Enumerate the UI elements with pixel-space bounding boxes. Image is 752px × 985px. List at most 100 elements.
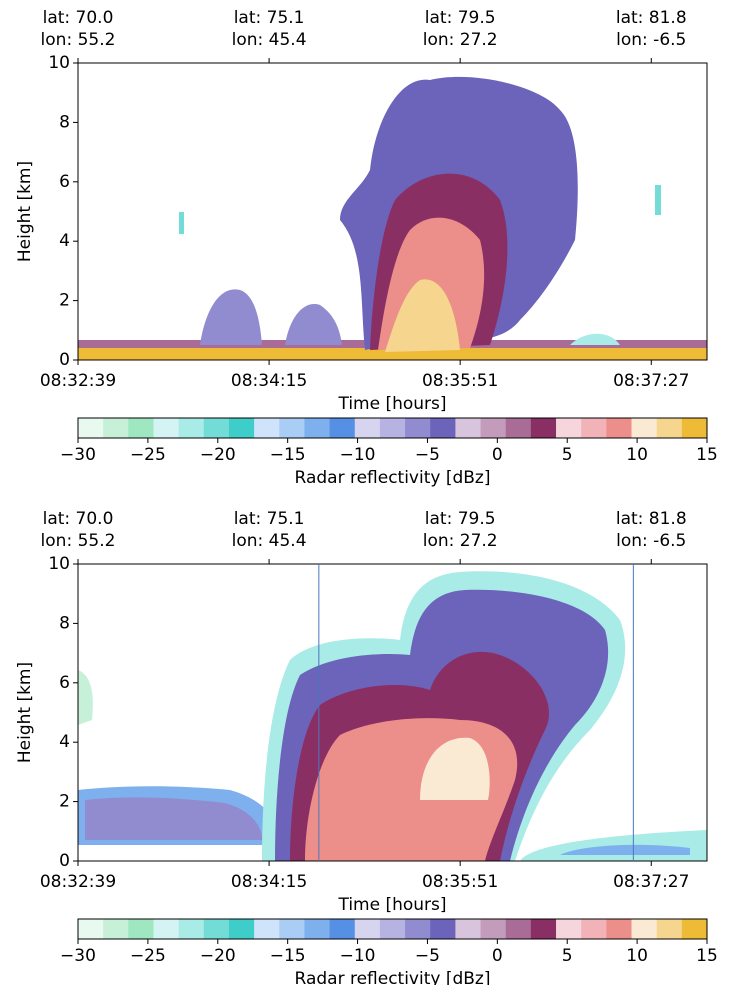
top-tick-lon: lon: 27.2 — [423, 531, 498, 551]
colorbar-tick-label: 5 — [562, 445, 573, 465]
colorbar-tick-label: 5 — [562, 946, 573, 966]
colorbar-segment — [128, 919, 154, 939]
colorbar-segment — [530, 418, 557, 438]
y-axis-label: Height [km] — [15, 662, 35, 763]
colorbar-segment — [178, 919, 205, 939]
colorbar-tick-label: −25 — [130, 946, 166, 966]
colorbar-label: Radar reflectivity [dBz] — [295, 969, 491, 985]
top-tick-lat: lat: 79.5 — [425, 8, 496, 28]
colorbar-tick-label: −5 — [415, 445, 440, 465]
x-tick-label: 08:35:51 — [422, 872, 498, 892]
colorbar-tick-label: −5 — [415, 946, 440, 966]
y-tick-label: 2 — [59, 291, 70, 311]
colorbar-segment — [304, 919, 331, 939]
x-tick-label: 08:35:51 — [422, 371, 498, 391]
colorbar-tick-label: 0 — [492, 445, 503, 465]
colorbar-segment — [254, 418, 280, 438]
plot-frame — [77, 62, 708, 361]
radar-echo — [78, 76, 707, 360]
top-tick-lon: lon: 55.2 — [41, 30, 116, 50]
colorbar-segment — [228, 418, 255, 438]
colorbar-segment — [128, 418, 154, 438]
colorbar-segment — [78, 919, 104, 939]
y-tick-label: 0 — [59, 350, 70, 370]
colorbar-tick-label: −25 — [130, 445, 166, 465]
top-tick-lat: lat: 75.1 — [234, 8, 305, 28]
colorbar-segment — [681, 919, 708, 939]
plot-frame — [77, 563, 708, 862]
colorbar-segment — [379, 418, 406, 438]
colorbar-segment — [581, 418, 607, 438]
colorbar-tick-label: −30 — [60, 445, 96, 465]
top-tick-lat: lat: 70.0 — [43, 8, 114, 28]
colorbar-segment — [455, 418, 482, 438]
colorbar-segment — [631, 418, 658, 438]
colorbar-tick-label: −20 — [200, 445, 236, 465]
top-tick-lat: lat: 70.0 — [43, 509, 114, 529]
colorbar-tick-label: 10 — [626, 445, 648, 465]
colorbar-tick-label: 10 — [626, 946, 648, 966]
colorbar-segment — [480, 919, 507, 939]
top-tick-lon: lon: -6.5 — [616, 30, 686, 50]
colorbar-label: Radar reflectivity [dBz] — [295, 468, 491, 488]
colorbar-segment — [530, 919, 557, 939]
y-tick-label: 4 — [59, 231, 70, 251]
y-tick-label: 8 — [59, 112, 70, 132]
colorbar-frame — [77, 417, 708, 439]
y-axis-label: Height [km] — [15, 161, 35, 262]
colorbar-segment — [103, 919, 129, 939]
y-tick-label: 6 — [59, 172, 70, 192]
colorbar-segment — [505, 418, 532, 438]
radar-echo — [78, 571, 707, 861]
colorbar-segment — [228, 919, 255, 939]
x-tick-label: 08:32:39 — [40, 872, 116, 892]
colorbar-segment — [354, 418, 381, 438]
colorbar-segment — [681, 418, 708, 438]
colorbar-segment — [379, 919, 406, 939]
colorbar-segment — [329, 919, 356, 939]
y-tick-label: 10 — [48, 554, 70, 574]
colorbar-segment — [354, 919, 381, 939]
colorbar-tick-label: 15 — [696, 445, 718, 465]
colorbar-segment — [556, 919, 582, 939]
y-tick-label: 0 — [59, 851, 70, 871]
colorbar-segment — [329, 418, 356, 438]
y-tick-label: 2 — [59, 792, 70, 812]
colorbar-segment — [606, 418, 633, 438]
colorbar-segment — [304, 418, 331, 438]
colorbar-segment — [405, 919, 431, 939]
top-tick-lat: lat: 81.8 — [616, 8, 687, 28]
colorbar-segment — [203, 919, 230, 939]
top-tick-lat: lat: 79.5 — [425, 509, 496, 529]
colorbar-tick-label: −10 — [340, 445, 376, 465]
y-tick-label: 10 — [48, 53, 70, 73]
top-tick-lon: lon: 45.4 — [232, 30, 307, 50]
colorbar-frame — [77, 918, 708, 940]
colorbar-segment — [556, 418, 582, 438]
colorbar-tick-label: −20 — [200, 946, 236, 966]
y-tick-label: 8 — [59, 613, 70, 633]
top-tick-lat: lat: 75.1 — [234, 509, 305, 529]
top-tick-lon: lon: -6.5 — [616, 531, 686, 551]
colorbar-tick-label: −15 — [270, 445, 306, 465]
top-tick-lon: lon: 55.2 — [41, 531, 116, 551]
colorbar-segment — [656, 919, 683, 939]
colorbar-segment — [430, 919, 456, 939]
top-tick-lat: lat: 81.8 — [616, 509, 687, 529]
colorbar-segment — [505, 919, 532, 939]
colorbar-segment — [405, 418, 431, 438]
colorbar-tick-label: 0 — [492, 946, 503, 966]
top-tick-lon: lon: 45.4 — [232, 531, 307, 551]
y-tick-label: 4 — [59, 732, 70, 752]
x-axis-label: Time [hours] — [337, 895, 446, 915]
colorbar-segment — [480, 418, 507, 438]
colorbar-segment — [279, 919, 305, 939]
colorbar-segment — [455, 919, 482, 939]
x-axis-label: Time [hours] — [337, 394, 446, 414]
x-tick-label: 08:32:39 — [40, 371, 116, 391]
x-tick-label: 08:37:27 — [613, 371, 689, 391]
colorbar-segment — [178, 418, 205, 438]
y-tick-label: 6 — [59, 673, 70, 693]
